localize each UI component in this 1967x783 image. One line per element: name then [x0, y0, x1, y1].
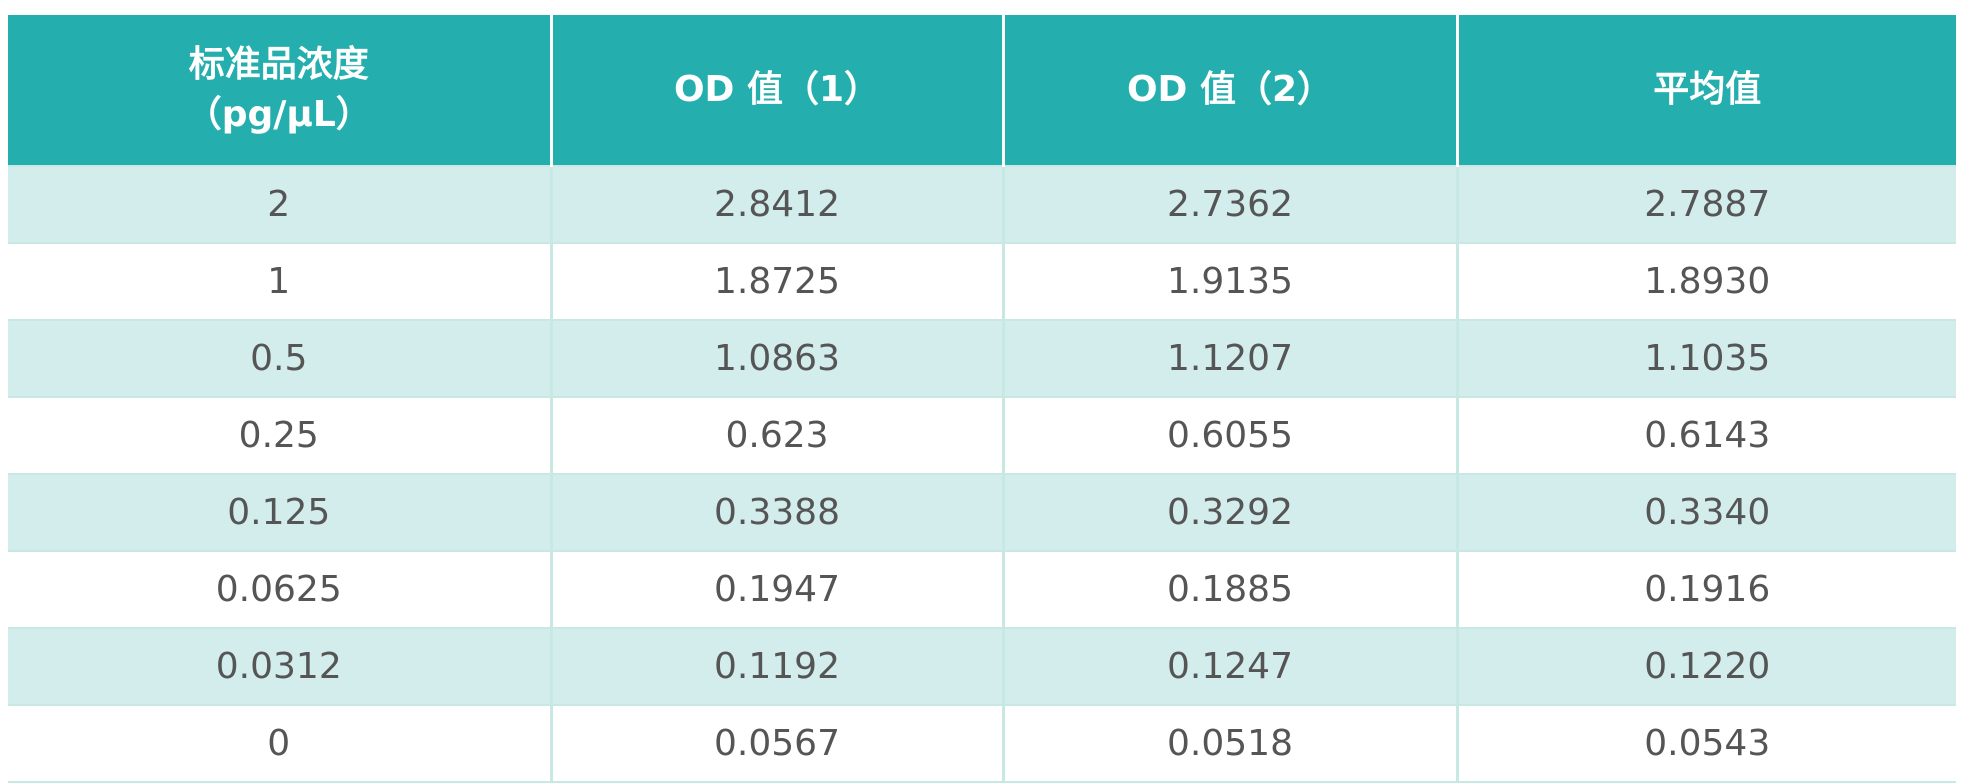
- table-body: 2 2.8412 2.7362 2.7887 1 1.8725 1.9135 1.8930 0.…: [8, 165, 1956, 783]
- header-cell: 平均值: [1455, 15, 1956, 166]
- header-cell: OD 值（1）: [549, 15, 1003, 166]
- header-cell: OD 值（2）: [1001, 15, 1457, 166]
- table-cell: 0.5: [8, 319, 551, 397]
- table-cell: 1.9135: [1001, 242, 1457, 320]
- table-cell: 2.7887: [1455, 165, 1956, 243]
- header-row: 标准品浓度 （pg/μL） OD 值（1） OD 值（2） 平均值: [8, 15, 1956, 166]
- table-cell: 1: [8, 242, 551, 320]
- table-cell: 2.7362: [1001, 165, 1457, 243]
- table-cell: 0.0543: [1455, 704, 1956, 783]
- table-cell: 0.6143: [1455, 396, 1956, 474]
- table-cell: 0.3292: [1001, 473, 1457, 551]
- data-table: 标准品浓度 （pg/μL） OD 值（1） OD 值（2） 平均值 2 2.8412 2.…: [8, 15, 1956, 783]
- table-container: 标准品浓度 （pg/μL） OD 值（1） OD 值（2） 平均值 2 2.8412 2.…: [8, 15, 1956, 783]
- table-cell: 0.0312: [8, 627, 551, 705]
- table-cell: 0.0518: [1001, 704, 1457, 783]
- table-cell: 1.8930: [1455, 242, 1956, 320]
- table-cell: 0.1220: [1455, 627, 1956, 705]
- table-cell: 0.1247: [1001, 627, 1457, 705]
- table-cell: 1.0863: [549, 319, 1003, 397]
- table-cell: 0: [8, 704, 551, 783]
- table-row: 0.125 0.3388 0.3292 0.3340: [8, 473, 1956, 551]
- table-row: 0.0312 0.1192 0.1247 0.1220: [8, 627, 1956, 705]
- table-cell: 0.1885: [1001, 550, 1457, 628]
- table-header: 标准品浓度 （pg/μL） OD 值（1） OD 值（2） 平均值: [8, 15, 1956, 166]
- table-cell: 2.8412: [549, 165, 1003, 243]
- table-cell: 0.623: [549, 396, 1003, 474]
- table-row: 2 2.8412 2.7362 2.7887: [8, 165, 1956, 243]
- table-cell: 0.1192: [549, 627, 1003, 705]
- table-cell: 0.6055: [1001, 396, 1457, 474]
- table-cell: 0.0625: [8, 550, 551, 628]
- table-cell: 0.1947: [549, 550, 1003, 628]
- table-cell: 0.3388: [549, 473, 1003, 551]
- table-row: 0.0625 0.1947 0.1885 0.1916: [8, 550, 1956, 628]
- table-cell: 0.1916: [1455, 550, 1956, 628]
- table-cell: 0.125: [8, 473, 551, 551]
- table-cell: 0.0567: [549, 704, 1003, 783]
- table-row: 0.5 1.0863 1.1207 1.1035: [8, 319, 1956, 397]
- header-cell: 标准品浓度 （pg/μL）: [8, 15, 551, 166]
- table-cell: 1.1035: [1455, 319, 1956, 397]
- table-cell: 1.8725: [549, 242, 1003, 320]
- table-row: 0.25 0.623 0.6055 0.6143: [8, 396, 1956, 474]
- table-cell: 0.3340: [1455, 473, 1956, 551]
- table-cell: 1.1207: [1001, 319, 1457, 397]
- table-cell: 0.25: [8, 396, 551, 474]
- table-row: 0 0.0567 0.0518 0.0543: [8, 704, 1956, 783]
- table-row: 1 1.8725 1.9135 1.8930: [8, 242, 1956, 320]
- table-cell: 2: [8, 165, 551, 243]
